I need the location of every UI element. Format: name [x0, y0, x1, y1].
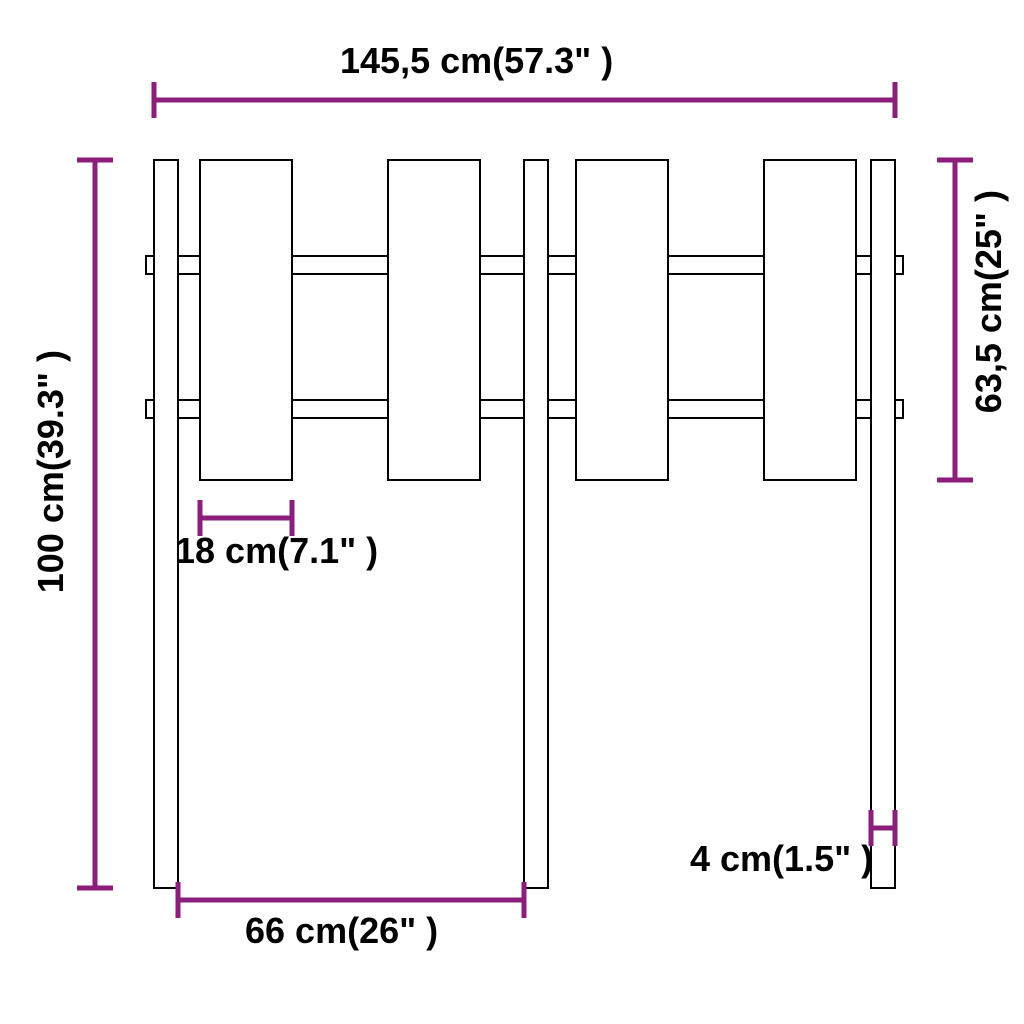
dim-top-width-label: 145,5 cm(57.3" ) [340, 40, 613, 82]
dim-left-height-label: 100 cm(39.3" ) [30, 350, 72, 593]
dim-leg-thick-label: 4 cm(1.5" ) [690, 838, 873, 880]
dim-leg-span-label: 66 cm(26" ) [245, 910, 438, 952]
dim-right-height-label: 63,5 cm(25" ) [968, 190, 1010, 413]
dim-slat-width-label: 18 cm(7.1" ) [175, 530, 378, 572]
diagram-stage: 145,5 cm(57.3" ) 100 cm(39.3" ) 63,5 cm(… [0, 0, 1024, 1024]
